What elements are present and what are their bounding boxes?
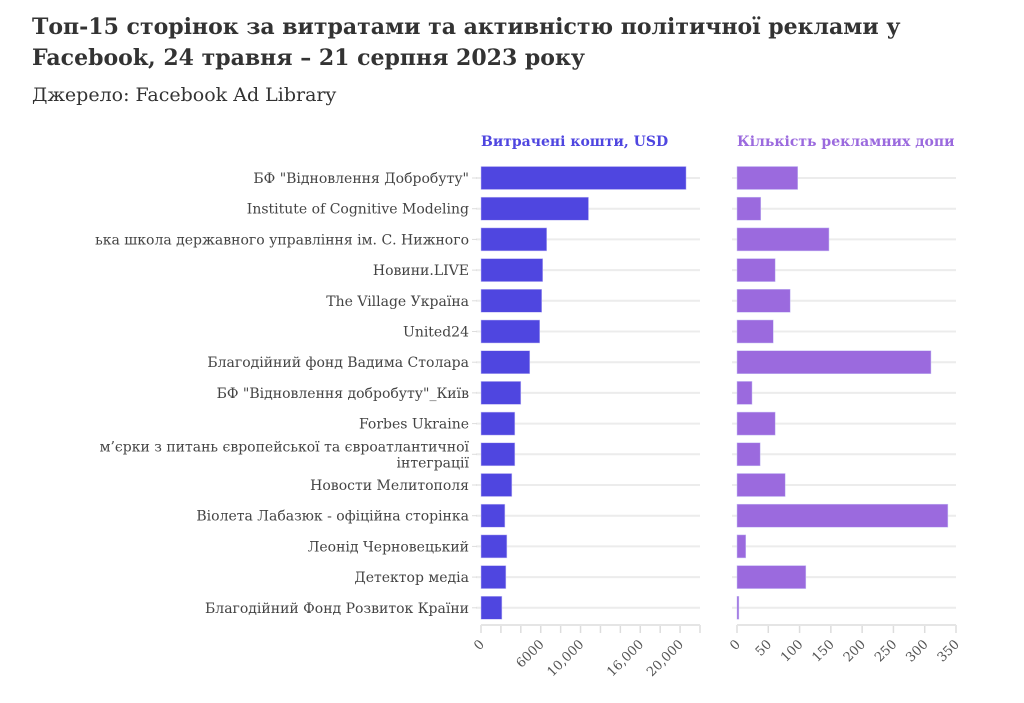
bar xyxy=(480,565,507,589)
x-tick-label: 0 xyxy=(471,637,487,653)
y-tick-label-line: Новости Мелитополя xyxy=(310,478,469,494)
bar xyxy=(480,534,508,559)
bar xyxy=(736,289,791,313)
y-tick-label: Благодійний фонд Вадима Столара xyxy=(207,355,469,371)
bar xyxy=(736,473,786,497)
y-tick-label-line: Благодійний Фонд Розвиток Країни xyxy=(205,601,469,617)
y-tick-label-line: м’єрки з питань європейської та євроатла… xyxy=(100,439,470,455)
bar xyxy=(736,196,762,221)
y-tick-label-line: БФ "Відновлення Добробуту" xyxy=(253,171,469,187)
y-tick-label-line: Institute of Cognitive Modeling xyxy=(247,202,469,218)
y-tick-label-line: United24 xyxy=(403,325,469,341)
y-tick-label-line: ька школа державного управління ім. С. Н… xyxy=(95,232,469,248)
x-tick-label: 150 xyxy=(810,637,838,665)
y-tick-label-line: Новини.LIVE xyxy=(373,263,469,279)
y-tick-label: БФ "Відновлення добробуту"_Київ xyxy=(217,386,470,402)
bar xyxy=(480,350,531,374)
bar xyxy=(736,350,932,374)
chart-title: Топ-15 сторінок за витратами та активніс… xyxy=(32,14,901,71)
bar xyxy=(736,534,747,559)
y-tick-label-line: Forbes Ukraine xyxy=(359,417,469,433)
bar xyxy=(480,166,687,190)
x-tick-label: 6000 xyxy=(514,637,548,671)
y-tick-label: ька школа державного управління ім. С. Н… xyxy=(95,232,469,248)
bar xyxy=(480,503,506,528)
bar xyxy=(736,381,753,405)
bar xyxy=(736,166,798,190)
bar xyxy=(480,473,513,497)
y-tick-label: м’єрки з питань європейської та євроатла… xyxy=(100,439,470,471)
y-tick-label: The Village Україна xyxy=(326,294,469,310)
y-tick-label-line: Віолета Лабазюк - офіційна сторінка xyxy=(196,509,469,525)
y-tick-label-line: Леонід Черновецький xyxy=(308,539,469,555)
y-tick-label: БФ "Відновлення Добробуту" xyxy=(253,171,469,187)
x-tick-label: 0 xyxy=(727,637,743,653)
bar xyxy=(480,596,503,620)
bar xyxy=(736,442,761,467)
bar xyxy=(736,227,830,252)
x-tick-label: 100 xyxy=(778,637,806,665)
bar xyxy=(480,411,516,436)
bar xyxy=(480,289,542,313)
y-tick-label: Forbes Ukraine xyxy=(359,417,469,433)
bar xyxy=(736,411,776,436)
x-tick-label: 10,000 xyxy=(545,637,588,680)
bar xyxy=(736,565,807,589)
chart-subtitle: Джерело: Facebook Ad Library xyxy=(32,84,337,106)
bar xyxy=(480,319,540,344)
x-tick-label: 300 xyxy=(903,637,931,665)
x-tick-label: 50 xyxy=(753,637,775,659)
bar xyxy=(480,258,543,282)
y-tick-label-line: БФ "Відновлення добробуту"_Київ xyxy=(217,386,470,402)
y-tick-label: United24 xyxy=(403,325,469,341)
x-tick-label: 16,000 xyxy=(604,637,647,680)
y-tick-label: Віолета Лабазюк - офіційна сторінка xyxy=(196,509,469,525)
y-tick-label: Леонід Черновецький xyxy=(308,539,469,555)
y-tick-label: Благодійний Фонд Розвиток Країни xyxy=(205,601,469,617)
bar xyxy=(480,227,547,252)
bar xyxy=(480,442,516,467)
bar xyxy=(480,381,522,405)
y-tick-label: Новости Мелитополя xyxy=(310,478,469,494)
x-tick-label: 20,000 xyxy=(644,637,687,680)
y-tick-label-line: Благодійний фонд Вадима Столара xyxy=(207,355,469,371)
y-tick-label-line: The Village Україна xyxy=(326,294,469,310)
y-axis-labels: БФ "Відновлення Добробуту" Institute of C… xyxy=(95,171,469,617)
y-tick-label-line: Детектор медіа xyxy=(354,570,469,586)
y-tick-label: Новини.LIVE xyxy=(373,263,469,279)
x-tick-label: 350 xyxy=(935,637,963,665)
x-tick-label: 250 xyxy=(872,637,900,665)
x-tick-label: 200 xyxy=(841,637,869,665)
y-tick-label: Детектор медіа xyxy=(354,570,469,586)
bar xyxy=(736,319,774,344)
bar xyxy=(480,196,589,221)
y-tick-label-line: інтеграції xyxy=(397,455,470,471)
y-tick-label: Institute of Cognitive Modeling xyxy=(247,202,469,218)
panel-title: Витрачені кошти, USD xyxy=(481,134,668,150)
bar xyxy=(736,503,949,528)
bar xyxy=(736,258,776,282)
panel-title: Кількість рекламних допи xyxy=(737,134,955,150)
bar xyxy=(736,596,740,620)
